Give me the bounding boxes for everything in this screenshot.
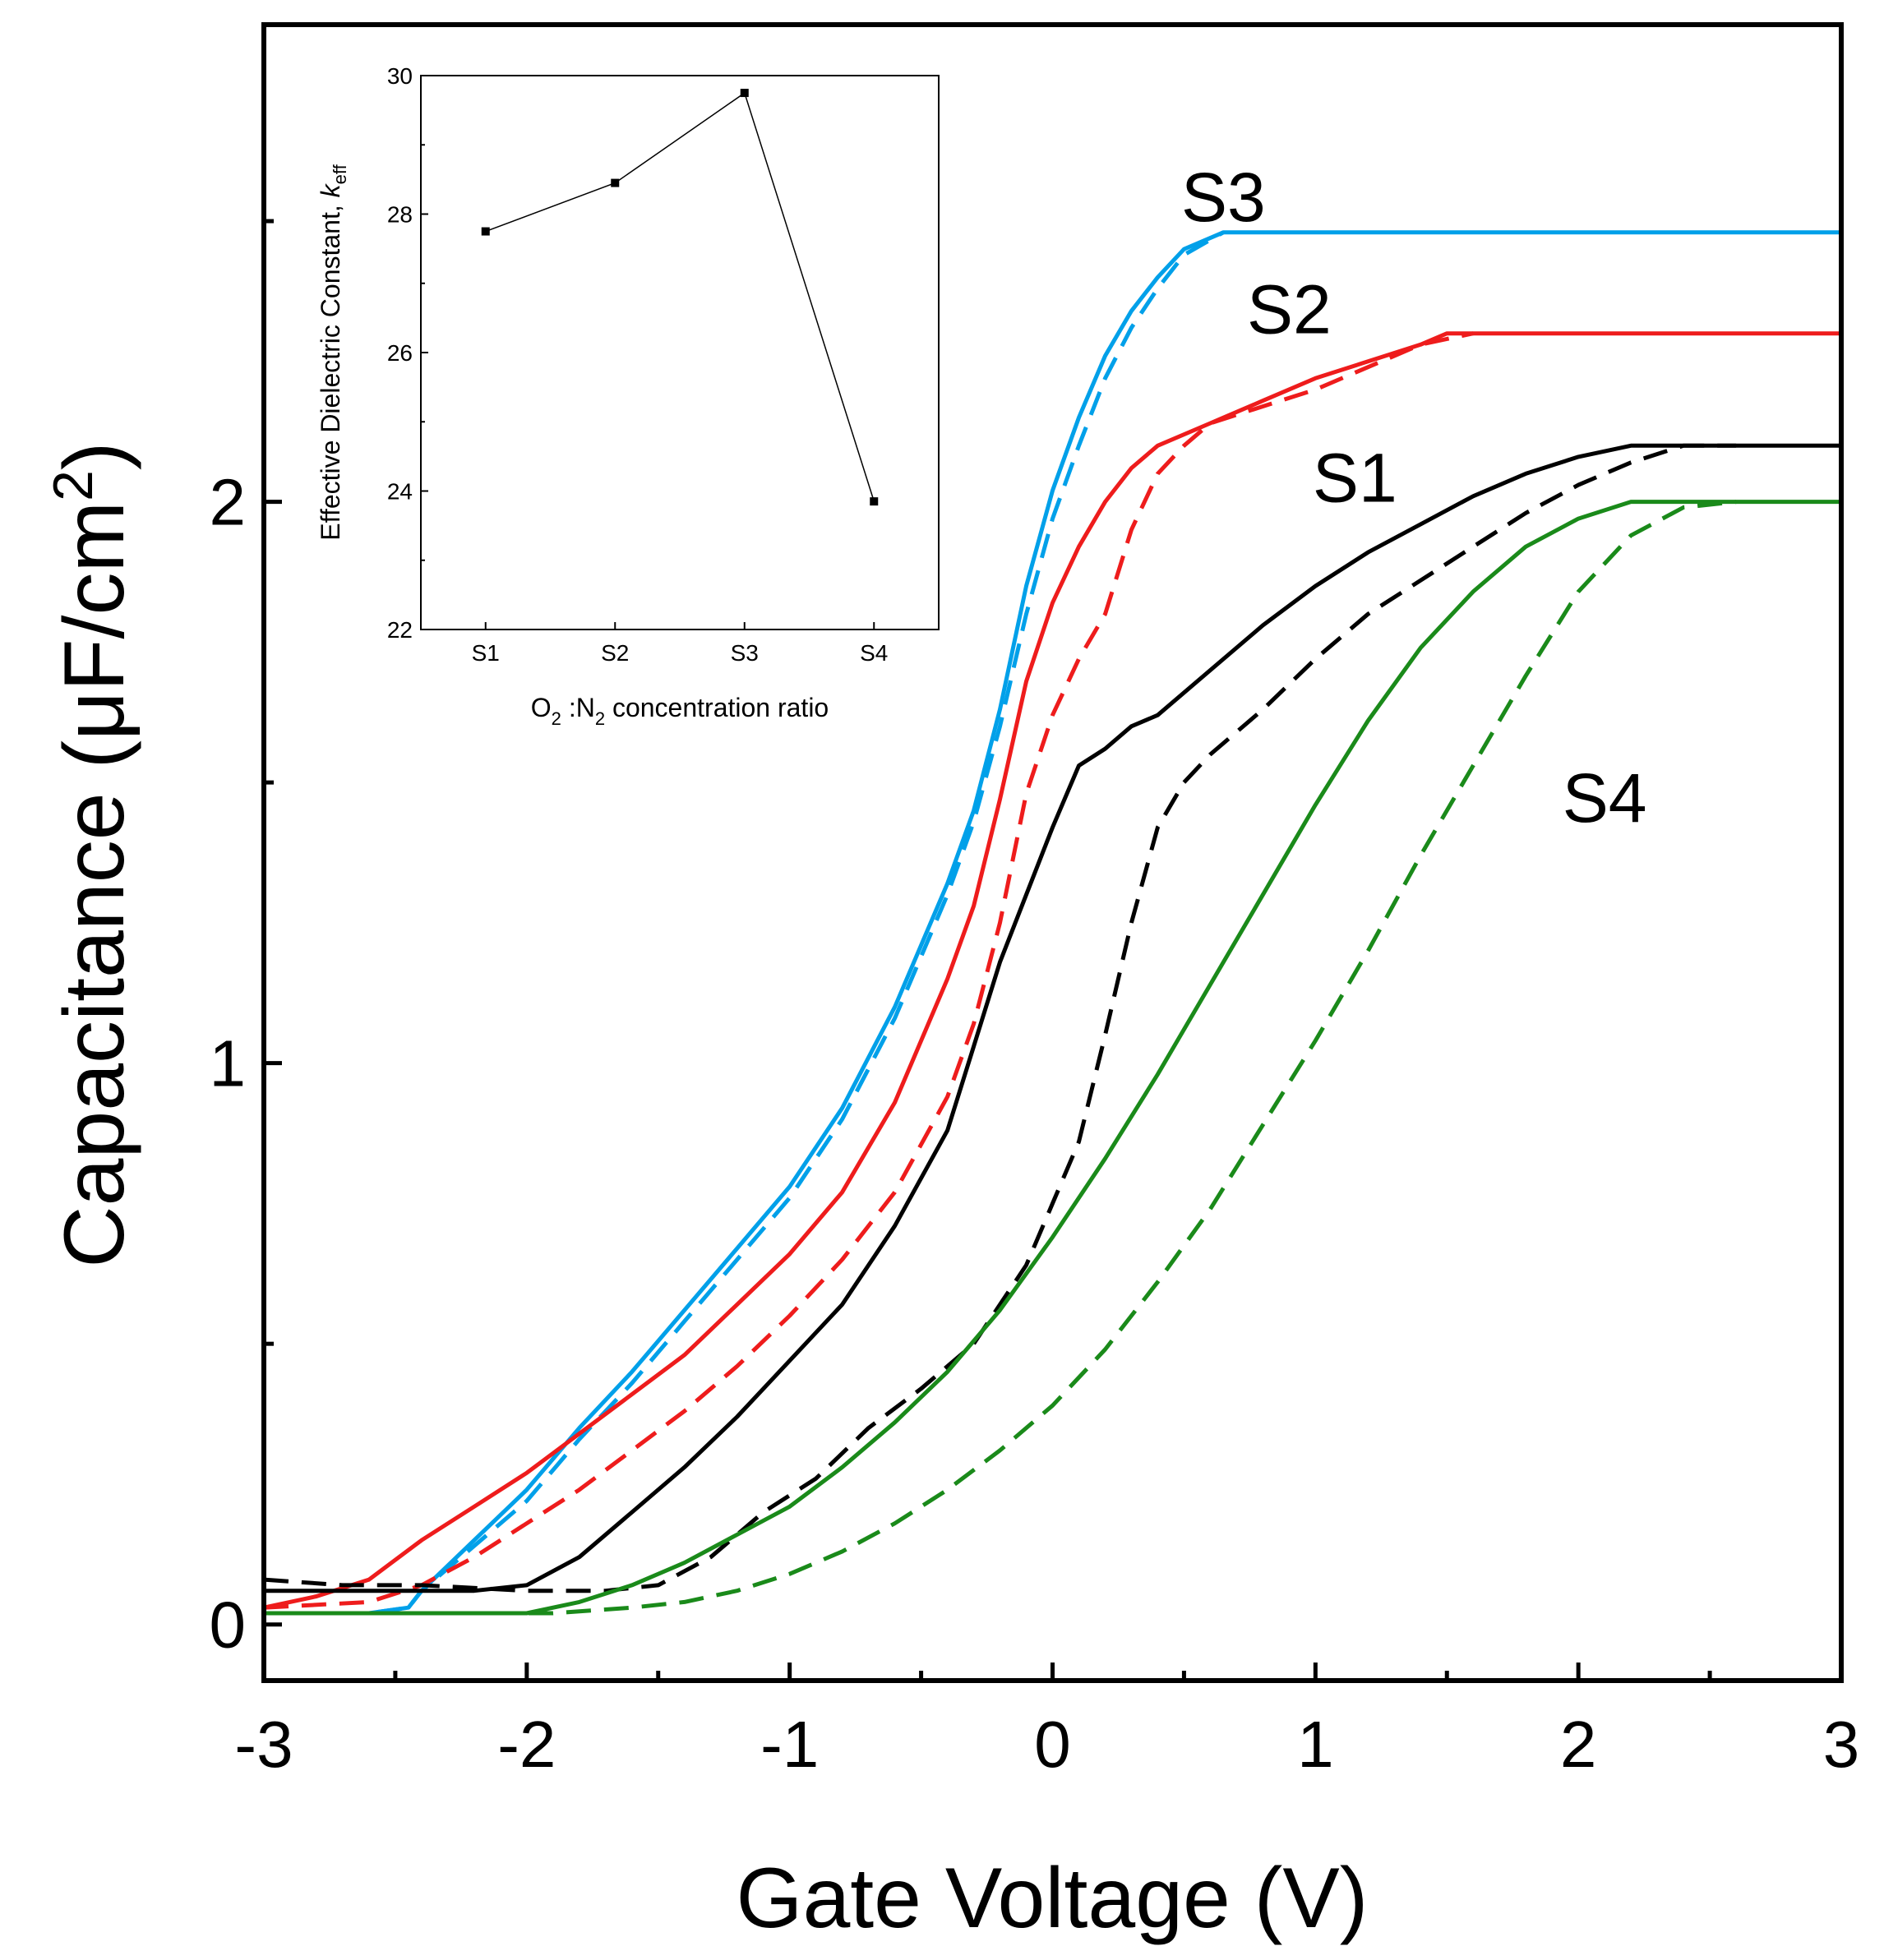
curve-label-s1: S1 [1313, 440, 1397, 517]
x-tick-label: -1 [760, 1708, 819, 1781]
cv-curve-4 [264, 443, 1841, 1593]
inset-x-tick-label: S4 [860, 640, 888, 666]
cv-curve-7 [264, 500, 1737, 1616]
inset-y-tick-label: 24 [387, 479, 413, 505]
inset-y-axis-title: Effective Dielectric Constant, keff [316, 164, 350, 540]
inset-marker-s3 [740, 89, 749, 98]
cv-curve-5 [263, 443, 1737, 1593]
curve-label-s3: S3 [1181, 159, 1266, 236]
x-tick-label: 0 [1034, 1708, 1071, 1781]
x-tick-label: 1 [1297, 1708, 1334, 1781]
inset-x-axis-title-o: O [531, 693, 552, 722]
x-tick-label: -2 [497, 1708, 556, 1781]
y-tick-label: 1 [210, 1027, 247, 1100]
inset-y-axis-title-sub: eff [330, 164, 350, 184]
inset-x-axis-title-sub1: 2 [552, 708, 561, 729]
inset-x-tick-label: S3 [731, 640, 759, 666]
main-y-axis-title-close: ) [47, 441, 142, 470]
curve-labels: S3 S2 S1 S4 [1181, 159, 1647, 837]
inset-marker-s4 [870, 497, 879, 506]
main-y-axis-title-sup: 2 [42, 470, 104, 501]
cv-curve-0 [264, 230, 1841, 1616]
inset-x-axis-title-mid: :N [561, 693, 595, 722]
main-y-axis-title-main: Capacitance (μF/cm [47, 501, 142, 1268]
main-ticks: -3 -2 -1 0 1 2 3 0 1 2 [210, 219, 1860, 1781]
x-tick-label: 3 [1823, 1708, 1860, 1781]
inset-x-axis-title-sub2: 2 [595, 708, 605, 729]
main-curves [263, 230, 1841, 1616]
main-x-axis-title: Gate Voltage (V) [737, 1851, 1369, 1946]
curve-label-s2: S2 [1247, 271, 1332, 348]
inset-x-axis-title: O2 :N2 concentration ratio [531, 693, 829, 729]
cv-curve-2 [263, 331, 1841, 1610]
inset-line [485, 91, 875, 502]
inset-x-tick-label: S2 [601, 640, 629, 666]
inset-y-tick-label: 30 [387, 63, 413, 89]
inset-marker-s1 [481, 227, 490, 236]
curve-label-s4: S4 [1563, 759, 1647, 837]
inset-y-axis-title-main: Effective Dielectric Constant, [316, 197, 345, 540]
inset-series [481, 89, 879, 506]
y-tick-label: 0 [210, 1589, 247, 1662]
inset-x-axis-title-rest: concentration ratio [605, 693, 829, 722]
cv-curve-1 [264, 230, 1225, 1616]
inset-y-tick-label: 26 [387, 340, 413, 366]
cv-curve-6 [264, 500, 1841, 1616]
x-tick-label: -3 [234, 1708, 293, 1781]
main-y-axis-title: Capacitance (μF/cm2) [42, 441, 142, 1267]
inset-y-axis-title-k: k [316, 182, 345, 197]
inset-marker-s2 [611, 178, 620, 187]
inset-y-tick-label: 28 [387, 202, 413, 228]
inset-x-tick-label: S1 [472, 640, 500, 666]
cv-curve-3 [263, 331, 1474, 1610]
inset-y-tick-label: 22 [387, 617, 413, 643]
x-tick-label: 2 [1560, 1708, 1597, 1781]
inset-ticks: S1 S2 S3 S4 22 24 26 28 30 [387, 63, 889, 666]
y-tick-label: 2 [210, 466, 247, 539]
inset-plot-background [421, 76, 939, 630]
